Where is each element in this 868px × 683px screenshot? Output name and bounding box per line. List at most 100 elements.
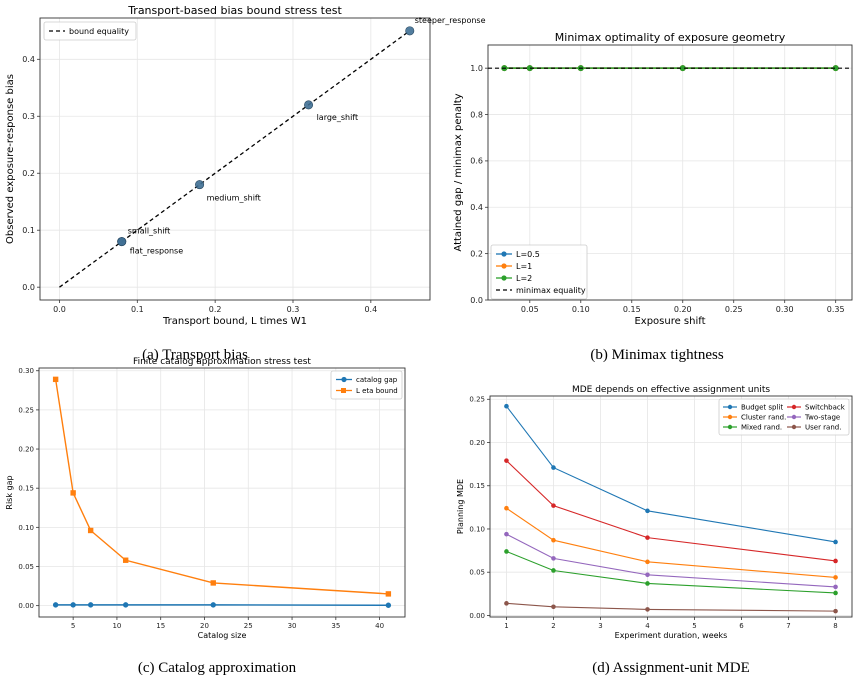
d-xtick-label: 2 [551, 622, 555, 630]
b-ytick-label: 0.8 [470, 110, 483, 119]
c-ytick-label: 0.20 [18, 445, 34, 453]
a-xtick-label: 0.2 [209, 305, 222, 314]
a-legend-label-bound-equality: bound equality [69, 27, 129, 36]
c-legend-label-catalog-gap: catalog gap [356, 376, 398, 384]
d-title: MDE depends on effective assignment unit… [572, 385, 770, 395]
caption-c: (c) Catalog approximation [138, 660, 297, 676]
c-ytick-label: 0.05 [18, 563, 34, 571]
d-legend-marker-switchback [791, 404, 797, 410]
d-legend-label-cluster-rand: Cluster rand. [741, 413, 786, 421]
b-ylabel: Attained gap / minimax penalty [453, 93, 464, 251]
d-point-cluster-rand [833, 575, 838, 580]
d-legend-label-two-stage: Two-stage [804, 413, 840, 421]
d-point-user-rand [645, 607, 650, 612]
d-legend-label-switchback: Switchback [805, 403, 846, 411]
c-point-l-eta-bound [122, 557, 129, 563]
panel-c-catalog-approximation: 5 10 15 20 25 30 35 40 0.00 0.05 0.10 0.15 0.20 0.25 0… [5, 357, 406, 640]
a-xtick-label: 0.1 [131, 305, 144, 314]
a-point-medium-shift [195, 180, 205, 190]
c-xtick-label: 40 [375, 622, 384, 630]
a-point-flat-response [117, 237, 127, 247]
a-annotation-flat-response: flat_response [130, 247, 183, 256]
d-legend-marker-two-stage [791, 414, 797, 420]
d-point-switchback [551, 503, 556, 508]
c-xtick-label: 15 [156, 622, 165, 630]
b-legend-marker-l-1 [501, 263, 507, 269]
c-point-catalog-gap [122, 602, 129, 608]
a-annotation-steeper-response: steeper_response [415, 16, 486, 25]
c-title: Finite catalog approximation stress test [133, 357, 311, 367]
a-ytick-label: 0.3 [22, 112, 35, 121]
c-point-catalog-gap [210, 602, 216, 608]
b-legend-label-l-1: L=1 [516, 262, 532, 271]
d-point-user-rand [833, 608, 838, 614]
d-point-switchback [833, 558, 838, 564]
a-annotation-small-shift: small_shift [128, 227, 171, 236]
panel-a-transport-bias: 0.0 0.1 0.2 0.3 0.4 0.0 0.1 0.2 0.3 0.4 Transport-… [5, 4, 486, 327]
a-legend-box [43, 21, 137, 41]
b-point-l-2 [832, 65, 839, 72]
b-ytick-label: 0.2 [470, 249, 483, 258]
b-xtick-label: 0.35 [827, 305, 845, 314]
b-xtick-label: 0.30 [776, 305, 794, 314]
c-point-catalog-gap [87, 602, 94, 608]
d-point-budget-split [833, 539, 838, 545]
b-xtick-label: 0.25 [725, 305, 743, 314]
d-legend-marker-budget-split [727, 404, 733, 410]
panel-b-minimax-tightness: 0.05 0.10 0.15 0.20 0.25 0.30 0.35 0.0 0.2 0.4 0.6… [453, 31, 853, 327]
c-legend-box [330, 370, 403, 400]
d-legend-label-budget-split: Budget split [741, 403, 783, 411]
c-ytick-label: 0.25 [18, 406, 34, 414]
c-legend-marker-l-eta-bound [341, 388, 346, 393]
d-legend-label-mixed-rand: Mixed rand. [741, 423, 782, 431]
b-legend-label-minimax-equality: minimax equality [516, 286, 586, 295]
b-xtick-label: 0.05 [521, 305, 539, 314]
d-xlabel: Experiment duration, weeks [615, 631, 728, 640]
panel-d-assignment-unit-mde: 1 2 3 4 5 6 7 8 0.00 0.05 0.10 0.15 0.20 0.25 MDE depe… [456, 385, 853, 640]
c-point-catalog-gap [385, 602, 392, 608]
d-ytick-label: 0.20 [469, 439, 485, 447]
b-xlabel: Exposure shift [634, 316, 705, 327]
d-point-cluster-rand [551, 537, 556, 543]
b-legend-box [490, 244, 588, 300]
c-point-l-eta-bound [52, 376, 59, 383]
a-xtick-label: 0.0 [53, 305, 66, 314]
b-legend-marker-l-2 [501, 275, 507, 281]
a-xlabel: Transport bound, L times W1 [162, 316, 307, 327]
c-xtick-label: 30 [288, 622, 297, 630]
a-ytick-label: 0.4 [22, 55, 35, 64]
d-series-line-mixed-rand [506, 550, 836, 594]
b-xtick-label: 0.15 [623, 305, 641, 314]
caption-d: (d) Assignment-unit MDE [592, 660, 750, 676]
a-plot-frame [39, 17, 431, 301]
b-legend-marker-l-0-5 [501, 251, 507, 257]
d-ytick-label: 0.15 [469, 482, 485, 490]
c-legend-label-l-eta-bound: L eta bound [356, 387, 398, 395]
c-point-l-eta-bound [70, 490, 76, 496]
d-ytick-label: 0.10 [469, 525, 485, 533]
c-point-l-eta-bound [87, 527, 94, 534]
a-annotation-medium-shift: medium_shift [207, 194, 261, 203]
b-point-l-2 [526, 65, 533, 72]
a-xtick-label: 0.4 [364, 305, 377, 314]
c-ytick-label: 0.15 [18, 485, 34, 493]
d-point-two-stage [645, 572, 650, 578]
b-ytick-label: 0.6 [470, 157, 483, 166]
d-xtick-label: 4 [645, 622, 650, 630]
b-legend-label-l-0-5: L=0.5 [516, 250, 540, 259]
d-point-mixed-rand [551, 568, 556, 573]
b-title: Minimax optimality of exposure geometry [555, 31, 786, 44]
b-xtick-label: 0.10 [572, 305, 590, 314]
c-xtick-label: 25 [244, 622, 253, 630]
b-ytick-label: 1.0 [470, 64, 483, 73]
d-series-line-cluster-rand [506, 507, 836, 578]
a-ylabel: Observed exposure-response bias [5, 74, 16, 244]
caption-a: (a) Transport bias [142, 347, 248, 363]
c-point-catalog-gap [52, 602, 59, 608]
d-point-two-stage [504, 531, 509, 537]
c-xtick-label: 10 [112, 622, 121, 630]
d-point-budget-split [551, 465, 556, 470]
d-xtick-label: 5 [692, 622, 696, 630]
d-legend-marker-mixed-rand [727, 424, 733, 430]
d-legend-marker-cluster-rand [727, 414, 733, 420]
